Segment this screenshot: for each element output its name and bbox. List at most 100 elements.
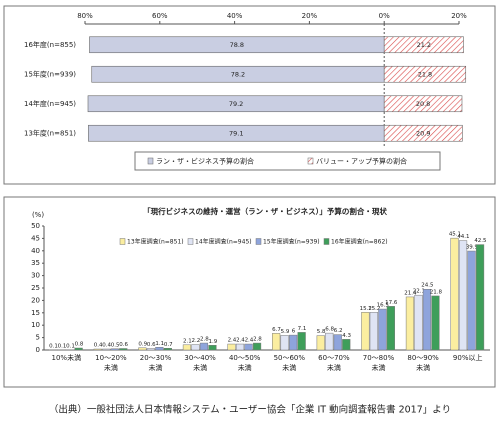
x-tick-label: 20～30% [140, 354, 172, 362]
bar [383, 36, 464, 54]
value-label: 4.3 [342, 333, 351, 339]
bar [272, 333, 281, 351]
bar [138, 347, 147, 351]
y-tick-label: 13年度(n=851) [24, 128, 76, 137]
value-label: 2.8 [253, 337, 262, 343]
y-tick-label: 40 [31, 247, 40, 255]
x-tick-label: 10%未満 [52, 353, 82, 362]
x-tick-label: 30～40% [184, 354, 216, 362]
chart-title: 「現行ビジネスの維持・運営（ラン・ザ・ビジネス）」予算の割合・現状 [143, 206, 387, 216]
bar [325, 332, 334, 351]
value-label: 2.4 [228, 338, 237, 344]
bar [74, 347, 83, 351]
y-tick-label: 16年度(n=855) [24, 40, 76, 49]
value-label: 78.2 [231, 70, 245, 78]
bar [475, 244, 485, 351]
value-label: 2.2 [191, 338, 200, 344]
value-label: 0.1 [49, 343, 58, 349]
x-tick-label: 50～60% [274, 354, 306, 362]
chart-frame [3, 196, 496, 388]
value-label: 24.5 [421, 283, 434, 289]
y-axis-label: (%) [32, 211, 44, 219]
bar [110, 348, 119, 351]
value-label: 15.2 [368, 306, 380, 312]
bar [383, 65, 467, 83]
value-label: 2.1 [183, 338, 192, 344]
value-label: 20.8 [416, 100, 430, 108]
value-label: 45.1 [449, 232, 461, 238]
bar [235, 343, 245, 351]
value-label: 20.9 [416, 129, 430, 137]
y-tick-label: 15年度(n=939) [24, 69, 76, 78]
bar [191, 344, 200, 351]
y-tick-label: 14年度(n=945) [24, 99, 76, 108]
bar [252, 342, 262, 351]
x-tick-label: 60～70% [318, 354, 350, 362]
value-label: 6.8 [325, 327, 334, 333]
value-label: 42.5 [474, 238, 487, 244]
bar [431, 295, 440, 351]
bar [458, 240, 468, 351]
value-label: 5.9 [281, 329, 290, 335]
bar [102, 348, 111, 351]
value-label: 0.6 [119, 342, 128, 348]
value-label: 0.7 [164, 342, 173, 348]
y-tick-label: 5 [36, 334, 40, 342]
chart-frame [3, 5, 496, 185]
value-label: 21.2 [417, 41, 431, 49]
y-tick-label: 35 [31, 259, 40, 267]
x-tick-label: 未満 [238, 363, 252, 372]
legend-label: バリュー・アップ予算の割合 [316, 157, 407, 166]
value-label: 1.9 [208, 339, 217, 345]
bar [280, 335, 289, 351]
bar [369, 312, 378, 351]
value-label: 7.1 [298, 326, 307, 332]
legend-swatch [119, 238, 126, 245]
x-tick-label: 未満 [193, 363, 207, 372]
value-label: 0.4 [102, 343, 111, 349]
value-label: 0.6 [147, 342, 156, 348]
bar [199, 342, 209, 351]
bar [378, 308, 387, 351]
bar [155, 347, 164, 351]
legend-swatch [323, 238, 330, 245]
value-label: 0.9 [138, 341, 147, 347]
value-label: 5.8 [317, 329, 326, 335]
value-label: 21.8 [418, 70, 432, 78]
y-tick-label: 10 [31, 321, 40, 329]
legend-swatch [187, 238, 194, 245]
x-tick-label: 未満 [327, 363, 341, 372]
bar [244, 343, 253, 351]
x-tick-label: 未満 [149, 363, 163, 372]
bar [119, 348, 128, 351]
x-tick-label: 80% [77, 12, 93, 20]
x-tick-label: 未満 [416, 363, 430, 372]
bar [405, 296, 415, 351]
y-tick-label: 25 [31, 284, 40, 292]
x-tick-label: 70～80% [363, 354, 395, 362]
x-tick-label: 10～20% [95, 354, 127, 362]
value-label: 15.2 [360, 306, 372, 312]
value-label: 21.4 [404, 290, 417, 296]
y-tick-label: 30 [31, 272, 40, 280]
value-label: 6.7 [272, 327, 281, 333]
bar [316, 335, 325, 351]
x-tick-label: 20% [451, 12, 467, 20]
legend-label: 13年度調査(n=851) [127, 238, 184, 246]
bar [450, 237, 459, 351]
value-label: 17.6 [385, 300, 398, 306]
y-tick-label: 50 [31, 222, 40, 230]
value-label: 0.8 [75, 342, 84, 348]
value-label: 1.1 [155, 341, 164, 347]
bar [383, 95, 463, 113]
bar [467, 250, 476, 351]
y-tick-label: 45 [31, 234, 40, 242]
value-label: 78.8 [230, 41, 244, 49]
y-tick-label: 20 [31, 296, 40, 304]
x-tick-label: 未満 [104, 363, 118, 372]
x-tick-label: 20% [302, 12, 318, 20]
bar [297, 332, 306, 351]
value-label: 0.1 [66, 343, 75, 349]
bar [182, 344, 192, 351]
